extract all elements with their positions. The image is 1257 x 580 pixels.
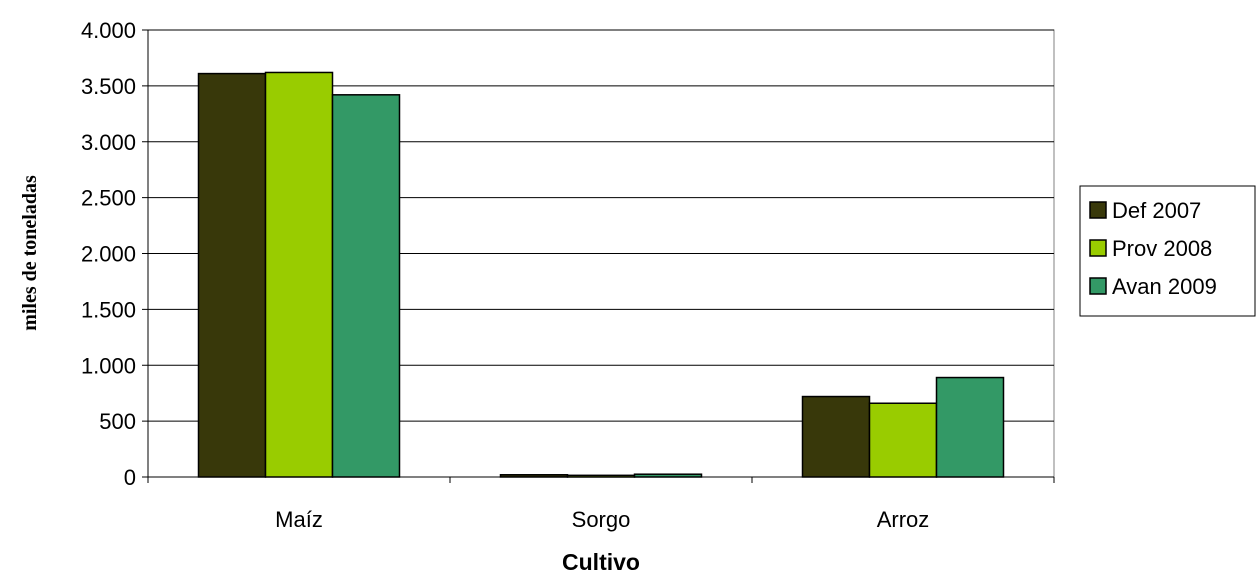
y-tick-label: 2.500 xyxy=(81,186,136,211)
bar-def-2007-arroz xyxy=(801,395,871,478)
bar-prov-2008-arroz xyxy=(868,402,938,478)
x-tick-label: Arroz xyxy=(877,507,930,532)
x-axis-title: Cultivo xyxy=(562,549,640,575)
y-ticks: 0 500 1.000 1.500 2.000 2.500 3.000 3.500 4.000 xyxy=(81,18,148,490)
legend-label: Avan 2009 xyxy=(1112,274,1217,299)
y-tick-label: 3.000 xyxy=(81,130,136,155)
y-tick-label: 1.000 xyxy=(81,353,136,378)
x-tick-label: Maíz xyxy=(275,507,323,532)
y-tick-label: 0 xyxy=(124,465,136,490)
y-tick-label: 2.000 xyxy=(81,242,136,267)
legend-swatch xyxy=(1089,201,1107,219)
bar-prov-2008-maíz xyxy=(264,71,334,478)
legend-label: Prov 2008 xyxy=(1112,236,1212,261)
y-tick-label: 500 xyxy=(99,409,136,434)
y-tick-label: 1.500 xyxy=(81,297,136,322)
x-ticks: Maíz Sorgo Arroz xyxy=(147,477,1055,532)
bars xyxy=(197,71,1005,478)
bar-def-2007-maíz xyxy=(197,72,267,478)
legend-label: Def 2007 xyxy=(1112,198,1201,223)
legend-box xyxy=(1079,185,1256,317)
y-tick-label: 3.500 xyxy=(81,74,136,99)
legend: Def 2007 Prov 2008 Avan 2009 xyxy=(1079,185,1256,317)
legend-swatch xyxy=(1089,239,1107,257)
y-tick-label: 4.000 xyxy=(81,18,136,43)
x-tick-label: Sorgo xyxy=(572,507,631,532)
legend-swatch xyxy=(1089,277,1107,295)
y-axis-title: miles de toneladas xyxy=(19,175,41,331)
bar-avan-2009-arroz xyxy=(935,376,1005,478)
bar-avan-2009-maíz xyxy=(331,94,401,478)
